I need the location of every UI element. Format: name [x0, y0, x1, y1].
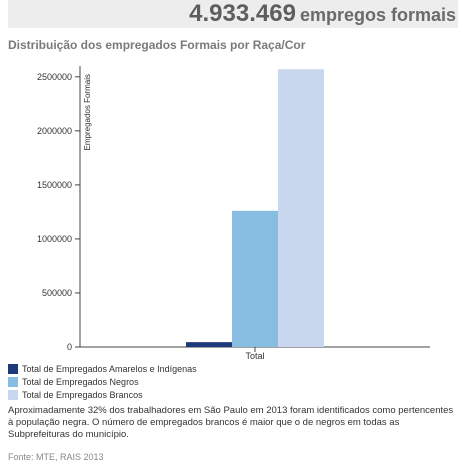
bar-2 — [232, 210, 278, 347]
legend-item: Total de Empregados Brancos — [8, 388, 197, 401]
legend-swatch — [8, 376, 18, 387]
source-note: Fonte: MTE, RAIS 2013 — [8, 452, 104, 462]
legend-label: Total de Empregados Negros — [22, 376, 139, 387]
y-tick-label: 1500000 — [37, 180, 72, 190]
chart-legend: Total de Empregados Amarelos e Indígenas… — [8, 362, 197, 401]
legend-swatch — [8, 389, 18, 400]
legend-label: Total de Empregados Amarelos e Indígenas — [22, 363, 197, 374]
y-tick-label: 500000 — [42, 288, 72, 298]
chart-description: Aproximadamente 32% dos trabalhadores em… — [8, 405, 454, 440]
total-employment-stat: 4.933.469 empregos formais — [189, 0, 456, 28]
legend-swatch — [8, 363, 18, 374]
x-tick-label: Total — [245, 351, 264, 360]
y-tick-label: 2500000 — [37, 72, 72, 82]
y-tick-label: 1000000 — [37, 234, 72, 244]
legend-item: Total de Empregados Amarelos e Indígenas — [8, 362, 197, 375]
bar-3 — [278, 69, 324, 347]
legend-item: Total de Empregados Negros — [8, 375, 197, 388]
header-bar — [8, 0, 458, 28]
y-tick-label: 0 — [67, 342, 72, 352]
legend-label: Total de Empregados Brancos — [22, 389, 143, 400]
total-employment-number: 4.933.469 — [189, 0, 296, 27]
chart-title: Distribuição dos empregados Formais por … — [8, 38, 306, 52]
total-employment-suffix: empregos formais — [299, 5, 456, 25]
y-axis-label: Empregados Formais — [83, 74, 92, 150]
y-tick-label: 2000000 — [37, 126, 72, 136]
bar-chart: 0 500000 1000000 1500000 2000000 2500000 Empre… — [37, 66, 430, 360]
bar-1 — [186, 342, 232, 347]
